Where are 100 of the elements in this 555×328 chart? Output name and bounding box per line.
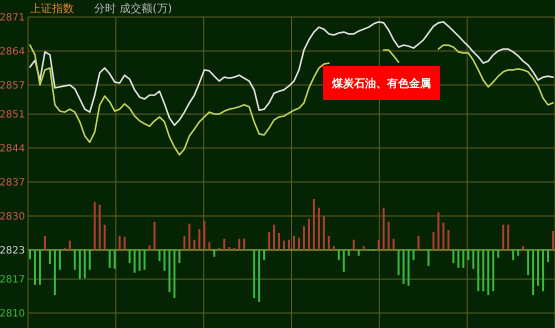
- y-tick-label: 2837: [0, 178, 25, 189]
- bar: [482, 250, 484, 292]
- bar: [462, 250, 464, 268]
- bar: [29, 250, 31, 260]
- bar: [238, 238, 240, 250]
- bar: [388, 222, 390, 250]
- bar: [208, 242, 210, 250]
- bar: [128, 250, 131, 264]
- bar: [312, 198, 315, 250]
- bar: [163, 250, 166, 271]
- bar: [203, 220, 206, 250]
- bar: [398, 250, 400, 276]
- bar: [338, 250, 340, 260]
- bar: [288, 240, 290, 250]
- bar: [322, 216, 325, 250]
- bar: [547, 250, 550, 262]
- bar: [418, 236, 420, 250]
- bar: [402, 250, 405, 284]
- bar: [362, 246, 365, 250]
- bar: [148, 245, 151, 250]
- bar: [183, 236, 186, 250]
- y-tick-label: 2823: [0, 245, 25, 256]
- y-tick-label: 2844: [0, 144, 25, 155]
- bar: [118, 236, 121, 250]
- bar: [178, 250, 180, 264]
- bar: [124, 236, 126, 250]
- bar: [512, 250, 514, 260]
- bar: [542, 250, 544, 292]
- bar: [378, 240, 380, 250]
- bar: [492, 250, 494, 292]
- bar: [263, 250, 266, 260]
- bar: [258, 250, 260, 302]
- bar: [382, 208, 385, 250]
- bar: [48, 250, 51, 264]
- bar: [517, 250, 520, 256]
- bar: [138, 250, 141, 271]
- bar: [68, 240, 71, 250]
- bar: [522, 246, 524, 250]
- bar: [74, 250, 76, 270]
- bar: [437, 212, 440, 250]
- bar: [268, 232, 270, 250]
- bar: [348, 250, 350, 256]
- chart-title: 上证指数: [30, 2, 74, 15]
- bar: [442, 222, 444, 250]
- y-tick-label: 2851: [0, 110, 25, 121]
- bar: [38, 250, 41, 285]
- bar: [54, 250, 56, 296]
- bar: [283, 240, 286, 250]
- bar: [273, 224, 276, 250]
- bar: [408, 250, 410, 286]
- bar: [342, 250, 345, 272]
- bar: [412, 250, 415, 260]
- chart-subtitle: 分时 成交额(万): [94, 2, 172, 15]
- bar: [188, 224, 190, 250]
- bar: [502, 224, 504, 250]
- annotation: 煤炭石油、有色金属: [331, 76, 431, 90]
- bar: [328, 236, 330, 250]
- bar: [457, 250, 460, 268]
- y-tick-label: 2810: [0, 308, 25, 320]
- y-tick-label: 2830: [0, 211, 25, 222]
- bar: [228, 247, 230, 250]
- bar: [308, 218, 310, 250]
- bar: [223, 238, 226, 250]
- bar: [552, 231, 554, 250]
- bar: [358, 250, 360, 256]
- y-tick-label: 2871: [0, 12, 25, 24]
- bar: [78, 250, 81, 280]
- bar: [292, 236, 295, 250]
- bar: [487, 250, 490, 296]
- bar: [527, 250, 530, 276]
- bar: [193, 240, 196, 250]
- bar: [34, 250, 36, 285]
- bar: [392, 238, 395, 250]
- bar: [94, 202, 96, 250]
- y-tick-label: 2864: [0, 46, 25, 58]
- bar: [507, 224, 510, 250]
- bar: [168, 250, 170, 292]
- bar: [278, 232, 280, 250]
- bar: [44, 236, 46, 250]
- bar: [84, 250, 86, 278]
- bar: [154, 222, 156, 250]
- bar: [302, 226, 305, 250]
- bar: [253, 250, 256, 298]
- bar: [98, 204, 101, 250]
- bar: [108, 250, 111, 268]
- bar: [114, 250, 116, 269]
- bar: [243, 238, 246, 250]
- bar: [332, 246, 335, 250]
- y-tick-label: 2857: [0, 80, 25, 92]
- bar: [134, 250, 136, 273]
- bar: [427, 250, 430, 266]
- bar: [452, 250, 454, 264]
- bar: [173, 250, 176, 298]
- bar: [432, 232, 434, 250]
- y-tick-label: 2817: [0, 274, 25, 286]
- bar: [532, 250, 534, 296]
- line-series: [29, 21, 554, 126]
- bar: [144, 250, 146, 270]
- bar: [467, 250, 470, 260]
- bar: [104, 224, 106, 250]
